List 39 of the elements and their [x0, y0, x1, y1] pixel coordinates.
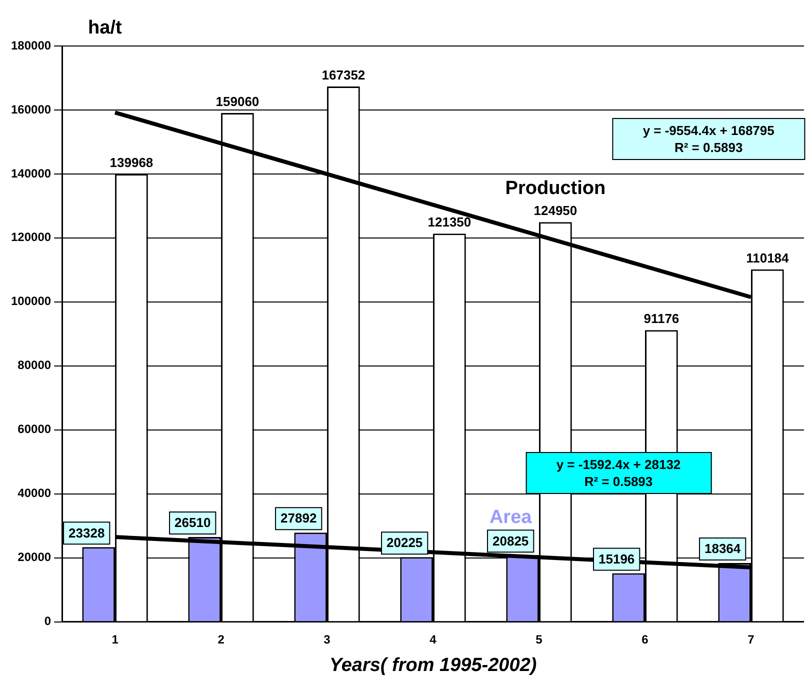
data-label: 18364: [704, 541, 742, 556]
data-label: 91176: [644, 311, 680, 326]
y-tick-label: 180000: [10, 38, 52, 52]
annotation: y = -1592.4x + 28132 R² = 0.5893: [556, 456, 681, 490]
y-tick-label: 140000: [10, 166, 52, 180]
y-tick-label: 60000: [18, 422, 52, 436]
data-label: 20825: [492, 533, 529, 548]
label-box: y = -1592.4x + 28132 R² = 0.5893: [525, 452, 712, 494]
data-label: 23328: [68, 525, 105, 540]
annotation: y = -9554.4x + 168795 R² = 0.5893: [642, 122, 774, 156]
data-label: 124950: [534, 203, 578, 218]
data-label: 27892: [280, 510, 317, 526]
x-tick-label: 4: [430, 632, 437, 646]
data-label: 15196: [598, 551, 635, 566]
series-label: Area: [489, 506, 532, 528]
x-tick-label: 5: [536, 632, 543, 646]
y-tick-label: 80000: [18, 358, 52, 372]
x-tick-label: 2: [218, 632, 225, 646]
y-tick-label: 20000: [18, 550, 52, 564]
y-tick-label: 160000: [10, 102, 52, 116]
x-axis-title: Years( from 1995-2002): [329, 654, 537, 676]
data-label: 159060: [216, 94, 260, 110]
y-tick-label: 0: [44, 614, 52, 628]
y-tick-label: 40000: [18, 486, 52, 500]
data-label: 167352: [322, 68, 366, 83]
y-tick-label: 120000: [10, 230, 52, 244]
data-label: 110184: [746, 250, 790, 266]
x-tick-label: 3: [324, 632, 331, 646]
data-label: 121350: [428, 214, 472, 230]
data-label: 139968: [110, 155, 154, 170]
x-tick-label: 6: [642, 632, 649, 646]
y-tick-label: 100000: [10, 294, 52, 308]
data-label: 26510: [174, 515, 211, 530]
series-label: Production: [505, 178, 606, 199]
data-label: 20225: [386, 535, 423, 550]
x-tick-label: 7: [748, 632, 755, 646]
x-tick-label: 1: [112, 632, 119, 646]
y-axis-title: ha/t: [88, 18, 122, 39]
label-box: y = -9554.4x + 168795 R² = 0.5893: [612, 118, 806, 160]
